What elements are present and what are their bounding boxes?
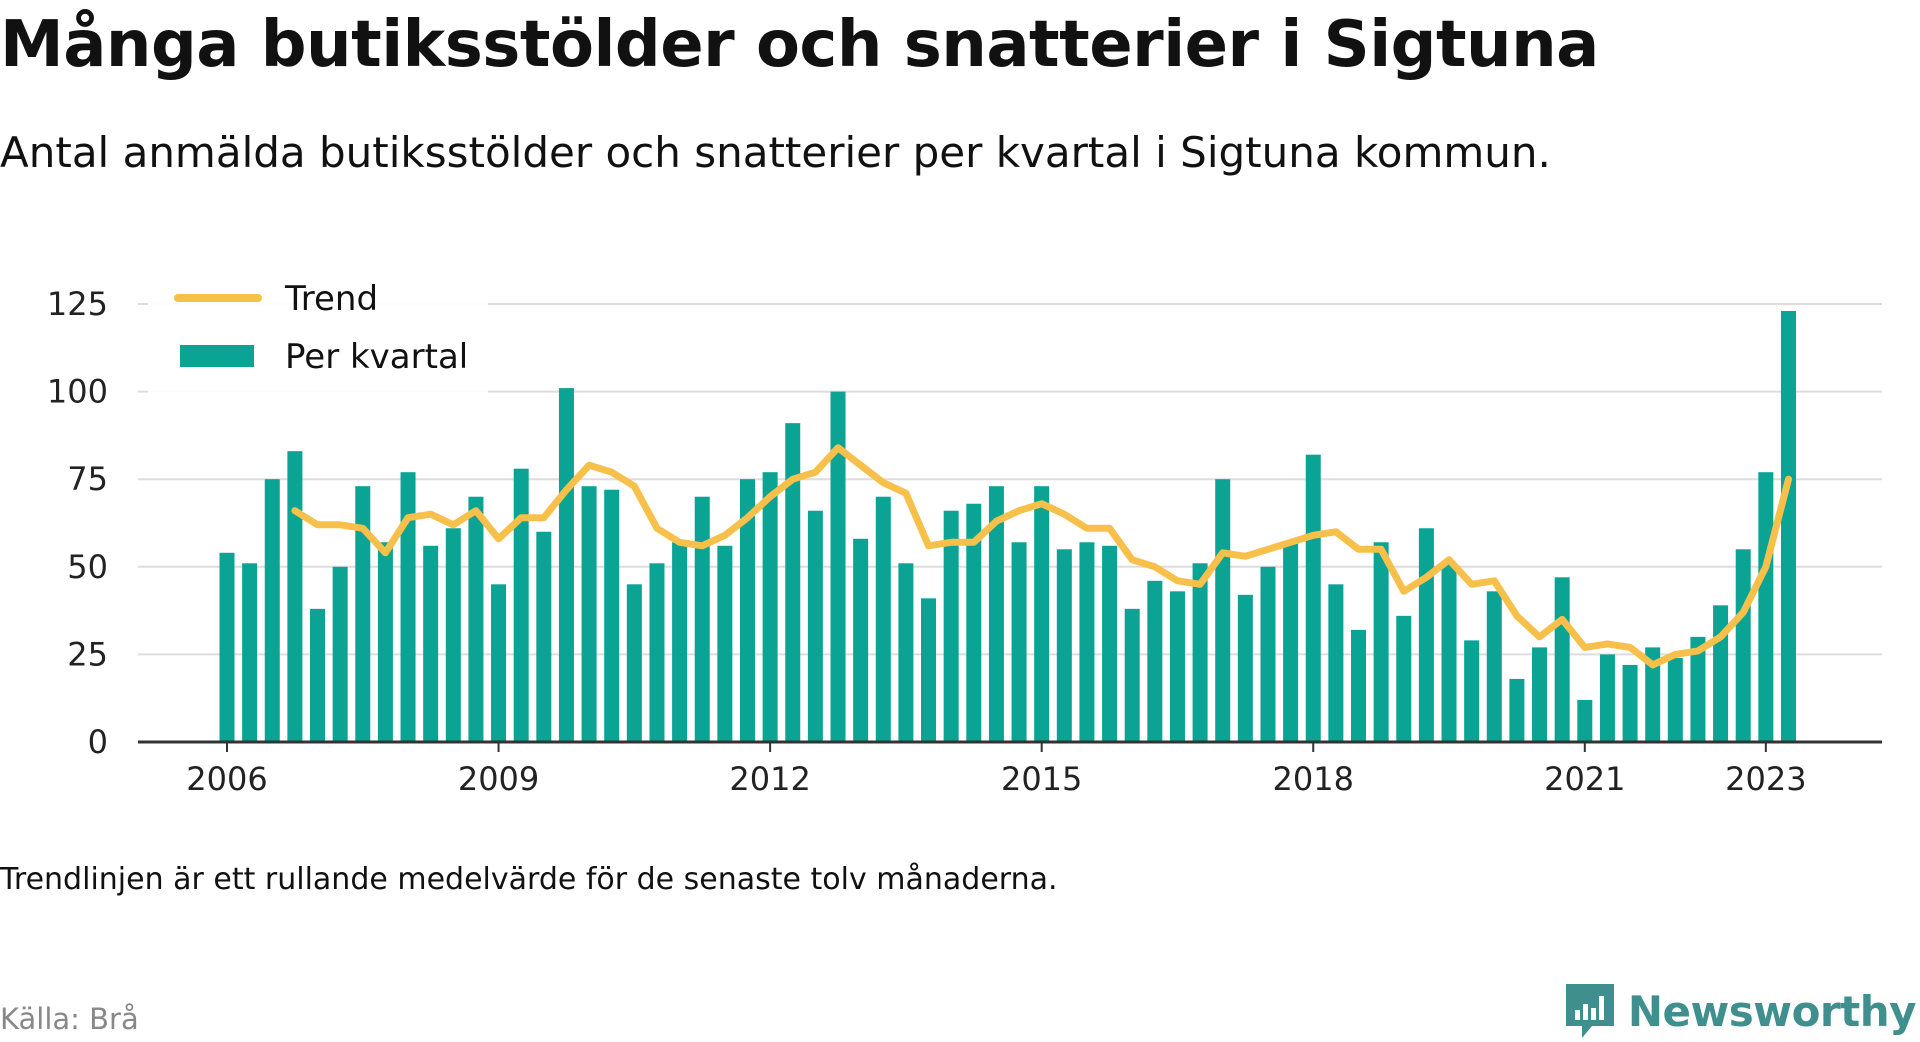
bar — [943, 510, 959, 742]
bar — [739, 479, 755, 742]
bar — [1396, 615, 1412, 742]
bar — [1147, 580, 1163, 742]
bar — [355, 486, 371, 742]
bar — [1713, 605, 1729, 742]
y-tick-label: 100 — [47, 373, 108, 411]
bar — [1554, 577, 1570, 742]
bar — [1034, 486, 1050, 742]
bar — [1056, 549, 1072, 742]
bar — [1645, 647, 1661, 742]
source-label: Källa: Brå — [0, 1002, 139, 1036]
bar — [1237, 594, 1253, 742]
bar — [1328, 584, 1344, 742]
bar — [604, 489, 620, 742]
y-tick-label: 50 — [67, 548, 108, 586]
x-tick-label: 2006 — [186, 760, 267, 798]
brand-logo: Newsworthy — [1562, 980, 1917, 1042]
bar — [672, 542, 688, 742]
footnote: Trendlinjen är ett rullande medelvärde f… — [0, 862, 1058, 897]
bar — [1418, 528, 1434, 742]
bar — [1124, 608, 1140, 742]
bar — [536, 531, 552, 742]
bar — [1169, 591, 1185, 742]
bar — [1509, 678, 1525, 742]
bar — [830, 391, 846, 742]
bar — [423, 545, 439, 742]
bar — [1735, 549, 1751, 742]
bar — [1215, 479, 1231, 742]
y-tick-label: 25 — [67, 635, 108, 673]
bar — [445, 528, 461, 742]
bar — [242, 563, 258, 742]
chart-title: Många butiksstölder och snatterier i Sig… — [0, 8, 1599, 82]
trend-series — [291, 444, 1792, 669]
bar — [513, 468, 529, 742]
bar — [875, 496, 891, 742]
bar — [1599, 654, 1615, 742]
bar — [1102, 545, 1118, 742]
bar — [468, 496, 484, 742]
bar — [1780, 311, 1796, 742]
bar — [1464, 640, 1480, 742]
x-tick-label: 2015 — [1001, 760, 1082, 798]
bar — [400, 472, 416, 742]
bar — [1667, 657, 1683, 742]
bar — [1351, 629, 1366, 742]
bar — [264, 479, 280, 742]
bar — [1441, 563, 1457, 742]
trend-line — [291, 444, 1792, 669]
axes: 0 25 50 75 100 125 2006 2009 2012 2015 2018 2021 202… — [47, 285, 1882, 798]
bar — [581, 486, 597, 742]
bar — [898, 563, 914, 742]
brand-name: Newsworthy — [1627, 986, 1917, 1036]
x-tick-label: 2012 — [729, 760, 810, 798]
y-tick-label: 75 — [67, 460, 108, 498]
newsworthy-logo-icon — [1565, 984, 1614, 1038]
bar-series — [219, 311, 1796, 742]
bar — [1079, 542, 1095, 742]
chart-subtitle: Antal anmälda butiksstölder och snatteri… — [0, 128, 1551, 177]
bar — [491, 584, 507, 742]
bar — [626, 584, 642, 742]
bar — [287, 451, 303, 742]
chart: 0 25 50 75 100 125 2006 2009 2012 2015 2018 2021 202… — [47, 279, 1882, 798]
bar — [1011, 542, 1027, 742]
bar — [1532, 647, 1548, 742]
bar — [219, 552, 235, 742]
bar — [988, 486, 1004, 742]
bar — [762, 472, 778, 742]
bar — [1690, 636, 1706, 742]
bar — [785, 423, 801, 742]
bar — [966, 503, 982, 742]
bar — [1486, 591, 1502, 742]
bar — [694, 496, 710, 742]
legend-label-trend: Trend — [284, 279, 378, 319]
bar — [1622, 664, 1638, 742]
bar — [1283, 542, 1299, 742]
bar — [1758, 472, 1774, 742]
x-tick-label: 2023 — [1725, 760, 1806, 798]
x-tick-label: 2018 — [1273, 760, 1354, 798]
legend-bar-swatch — [180, 345, 254, 367]
bar — [807, 510, 823, 742]
bar — [1373, 542, 1389, 742]
bar — [853, 538, 869, 742]
bar — [1192, 563, 1208, 742]
y-tick-label: 0 — [88, 723, 108, 761]
legend-label-per-kvartal: Per kvartal — [285, 337, 468, 377]
bar — [558, 388, 574, 742]
y-tick-label: 125 — [47, 285, 108, 323]
bar — [1305, 454, 1321, 742]
x-tick-label: 2021 — [1544, 760, 1625, 798]
x-tick-label: 2009 — [458, 760, 539, 798]
legend: Trend Per kvartal — [148, 279, 488, 395]
bar — [332, 566, 348, 742]
bar — [1577, 699, 1593, 742]
bar — [921, 598, 937, 742]
bar — [717, 545, 733, 742]
bar — [1260, 566, 1276, 742]
bar — [377, 542, 393, 742]
bar — [649, 563, 665, 742]
bar — [310, 608, 326, 742]
